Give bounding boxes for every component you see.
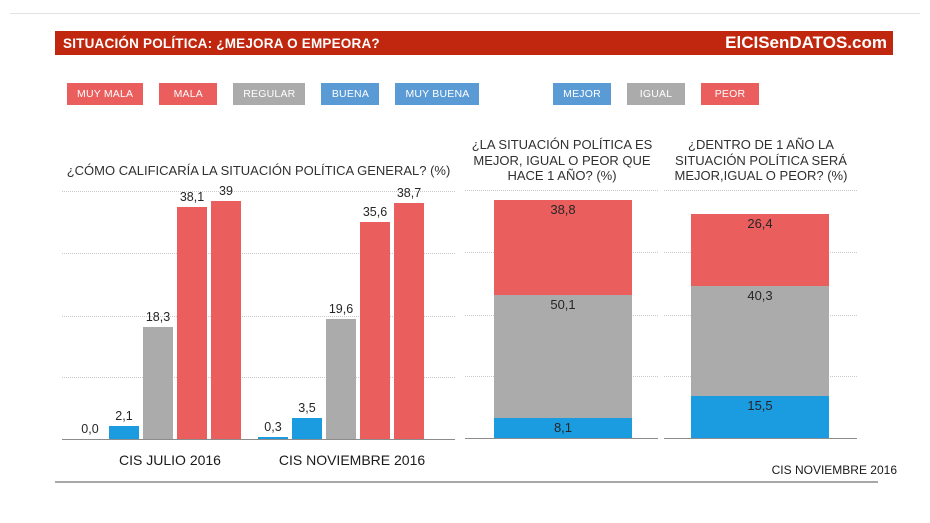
stacked-chart-1-title-line1: ¿LA SITUACIÓN POLÍTICA ES bbox=[471, 137, 653, 152]
bar-group-cis-noviembre-2016: 0,3 3,5 19,6 35,6 38,7 bbox=[258, 186, 424, 439]
brand-logo: ElCISenDATOS.com bbox=[725, 33, 887, 52]
stacked-bar: 26,4 40,3 15,5 bbox=[691, 214, 829, 438]
header-bar: SITUACIÓN POLÍTICA: ¿MEJORA O EMPEORA? E… bbox=[55, 31, 893, 55]
footer-divider bbox=[55, 481, 878, 483]
legend-chip-mejor: MEJOR bbox=[553, 83, 611, 105]
legend-chip-igual: IGUAL bbox=[627, 83, 685, 105]
gridline bbox=[664, 190, 857, 191]
stacked-chart-1-title: ¿LA SITUACIÓN POLÍTICA ES MEJOR, IGUAL O… bbox=[465, 137, 659, 184]
segment-igual: 50,1 bbox=[494, 295, 632, 418]
bar-muy-mala-cis-julio-2016: 39 bbox=[211, 184, 241, 439]
bar-value-label: 39 bbox=[219, 184, 233, 198]
bar-muy-mala-cis-noviembre-2016: 38,7 bbox=[394, 186, 424, 439]
legend-chip-peor: PEOR bbox=[701, 83, 759, 105]
legend-chip-buena: BUENA bbox=[321, 83, 380, 105]
segment-mejor: 8,1 bbox=[494, 418, 632, 438]
bar-value-label: 35,6 bbox=[362, 205, 388, 219]
segment-value-label: 40,3 bbox=[747, 288, 773, 303]
left-chart-title: ¿CÓMO CALIFICARÍA LA SITUACIÓN POLÍTICA … bbox=[66, 163, 451, 178]
bar-value-label: 0,0 bbox=[81, 422, 99, 436]
legend-chip-muy-buena: MUY BUENA bbox=[395, 83, 480, 105]
stacked-chart-2-title-line3: MEJOR,IGUAL O PEOR? (%) bbox=[674, 168, 848, 183]
segment-peor: 26,4 bbox=[691, 214, 829, 286]
segment-value-label: 15,5 bbox=[747, 398, 773, 413]
bar-value-label: 19,6 bbox=[328, 302, 354, 316]
bar-value-label: 0,3 bbox=[264, 420, 282, 434]
stacked-chart-1-title-line3: HACE 1 AÑO? (%) bbox=[507, 168, 617, 183]
left-chart-plot: 0,0 2,1 18,3 38,1 39 0,3 3,5 19,6 35,6 38,7 bbox=[62, 184, 455, 440]
bar-muy-buena-cis-noviembre-2016: 0,3 bbox=[258, 420, 288, 439]
gridline bbox=[62, 253, 455, 254]
page-title: SITUACIÓN POLÍTICA: ¿MEJORA O EMPEORA? bbox=[63, 35, 380, 51]
segment-value-label: 8,1 bbox=[553, 420, 573, 435]
gridline bbox=[465, 190, 658, 191]
stacked-chart-2-plot: 26,4 40,3 15,5 bbox=[664, 190, 857, 439]
gridline bbox=[62, 316, 455, 317]
bar-value-label: 38,7 bbox=[396, 186, 422, 200]
legend-left: MUY MALA MALA REGULAR BUENA MUY BUENA bbox=[67, 83, 480, 105]
stacked-bar: 38,8 50,1 8,1 bbox=[494, 200, 632, 438]
stacked-chart-2-title: ¿DENTRO DE 1 AÑO LA SITUACIÓN POLÍTICA S… bbox=[664, 137, 858, 184]
segment-value-label: 50,1 bbox=[550, 297, 576, 312]
segment-value-label: 38,8 bbox=[550, 202, 576, 217]
bar-regular-cis-julio-2016: 18,3 bbox=[143, 310, 173, 439]
bar-buena-cis-noviembre-2016: 3,5 bbox=[292, 401, 322, 439]
segment-peor: 38,8 bbox=[494, 200, 632, 295]
stacked-chart-1-plot: 38,8 50,1 8,1 bbox=[465, 190, 658, 439]
bar-value-label: 18,3 bbox=[145, 310, 171, 324]
source-note: CIS NOVIEMBRE 2016 bbox=[771, 463, 897, 477]
bar-value-label: 3,5 bbox=[298, 401, 316, 415]
bar-value-label: 2,1 bbox=[115, 409, 133, 423]
legend-chip-regular: REGULAR bbox=[233, 83, 306, 105]
bar-group-cis-julio-2016: 0,0 2,1 18,3 38,1 39 bbox=[75, 184, 241, 439]
bar-value-label: 38,1 bbox=[179, 190, 205, 204]
stacked-chart-2-title-line1: ¿DENTRO DE 1 AÑO LA bbox=[688, 137, 834, 152]
top-divider bbox=[10, 13, 920, 14]
x-axis-label-cis-noviembre-2016: CIS NOVIEMBRE 2016 bbox=[278, 452, 426, 468]
bar-mala-cis-noviembre-2016: 35,6 bbox=[360, 205, 390, 439]
segment-value-label: 26,4 bbox=[747, 216, 773, 231]
gridline bbox=[62, 191, 455, 192]
legend-chip-mala: MALA bbox=[159, 83, 218, 105]
bar-buena-cis-julio-2016: 2,1 bbox=[109, 409, 139, 439]
x-axis-label-cis-julio-2016: CIS JULIO 2016 bbox=[119, 452, 221, 468]
segment-mejor: 15,5 bbox=[691, 396, 829, 438]
stacked-chart-2-title-line2: SITUACIÓN POLÍTICA SERÁ bbox=[675, 152, 847, 168]
bar-regular-cis-noviembre-2016: 19,6 bbox=[326, 302, 356, 439]
segment-igual: 40,3 bbox=[691, 286, 829, 396]
bar-mala-cis-julio-2016: 38,1 bbox=[177, 190, 207, 439]
legend-chip-muy-mala: MUY MALA bbox=[67, 83, 144, 105]
legend-right: MEJOR IGUAL PEOR bbox=[553, 83, 759, 105]
gridline bbox=[62, 377, 455, 378]
stacked-chart-1-title-line2: MEJOR, IGUAL O PEOR QUE bbox=[473, 152, 651, 168]
